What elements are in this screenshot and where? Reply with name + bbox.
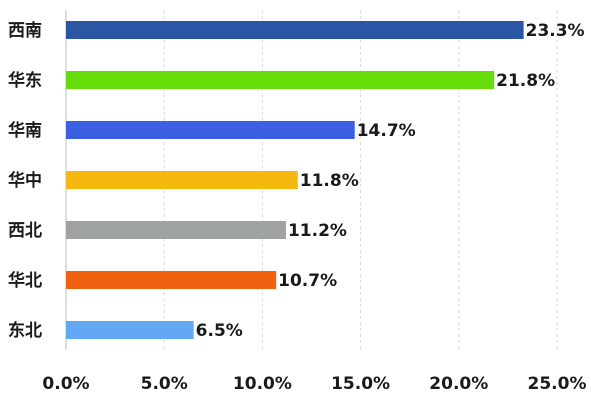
bar-3 bbox=[66, 171, 298, 189]
bar-5 bbox=[66, 271, 277, 289]
value-labels: 23.3% 21.8% 14.7% 11.8% 11.2% 10.7% 6.5% bbox=[196, 21, 585, 341]
x-tick-label: 0.0% bbox=[42, 374, 89, 394]
category-label: 西南 bbox=[8, 20, 42, 41]
value-label: 23.3% bbox=[526, 21, 585, 41]
category-label: 西北 bbox=[8, 221, 42, 241]
x-tick-label: 10.0% bbox=[233, 374, 292, 394]
grid-lines bbox=[163, 10, 558, 350]
bar-0 bbox=[66, 21, 524, 39]
category-label: 华中 bbox=[8, 170, 42, 191]
x-tick-label: 15.0% bbox=[331, 374, 390, 394]
value-label: 6.5% bbox=[196, 321, 243, 341]
x-axis-ticks: 0.0% 5.0% 10.0% 15.0% 20.0% 25.0% bbox=[42, 374, 586, 394]
category-label: 东北 bbox=[8, 320, 42, 341]
category-label: 华南 bbox=[8, 120, 42, 141]
value-label: 14.7% bbox=[357, 121, 416, 141]
bar-6 bbox=[66, 321, 194, 339]
x-tick-label: 25.0% bbox=[528, 374, 587, 394]
category-label: 华东 bbox=[8, 70, 42, 91]
bar-2 bbox=[66, 121, 355, 139]
value-label: 11.8% bbox=[300, 171, 359, 191]
value-label: 11.2% bbox=[288, 221, 347, 241]
bar-1 bbox=[66, 71, 495, 89]
bars bbox=[66, 21, 524, 339]
x-tick-label: 20.0% bbox=[429, 374, 488, 394]
value-label: 21.8% bbox=[496, 71, 555, 91]
x-tick-label: 5.0% bbox=[141, 374, 188, 394]
category-label: 华北 bbox=[8, 270, 42, 291]
value-label: 10.7% bbox=[278, 271, 337, 291]
bar-4 bbox=[66, 221, 286, 239]
